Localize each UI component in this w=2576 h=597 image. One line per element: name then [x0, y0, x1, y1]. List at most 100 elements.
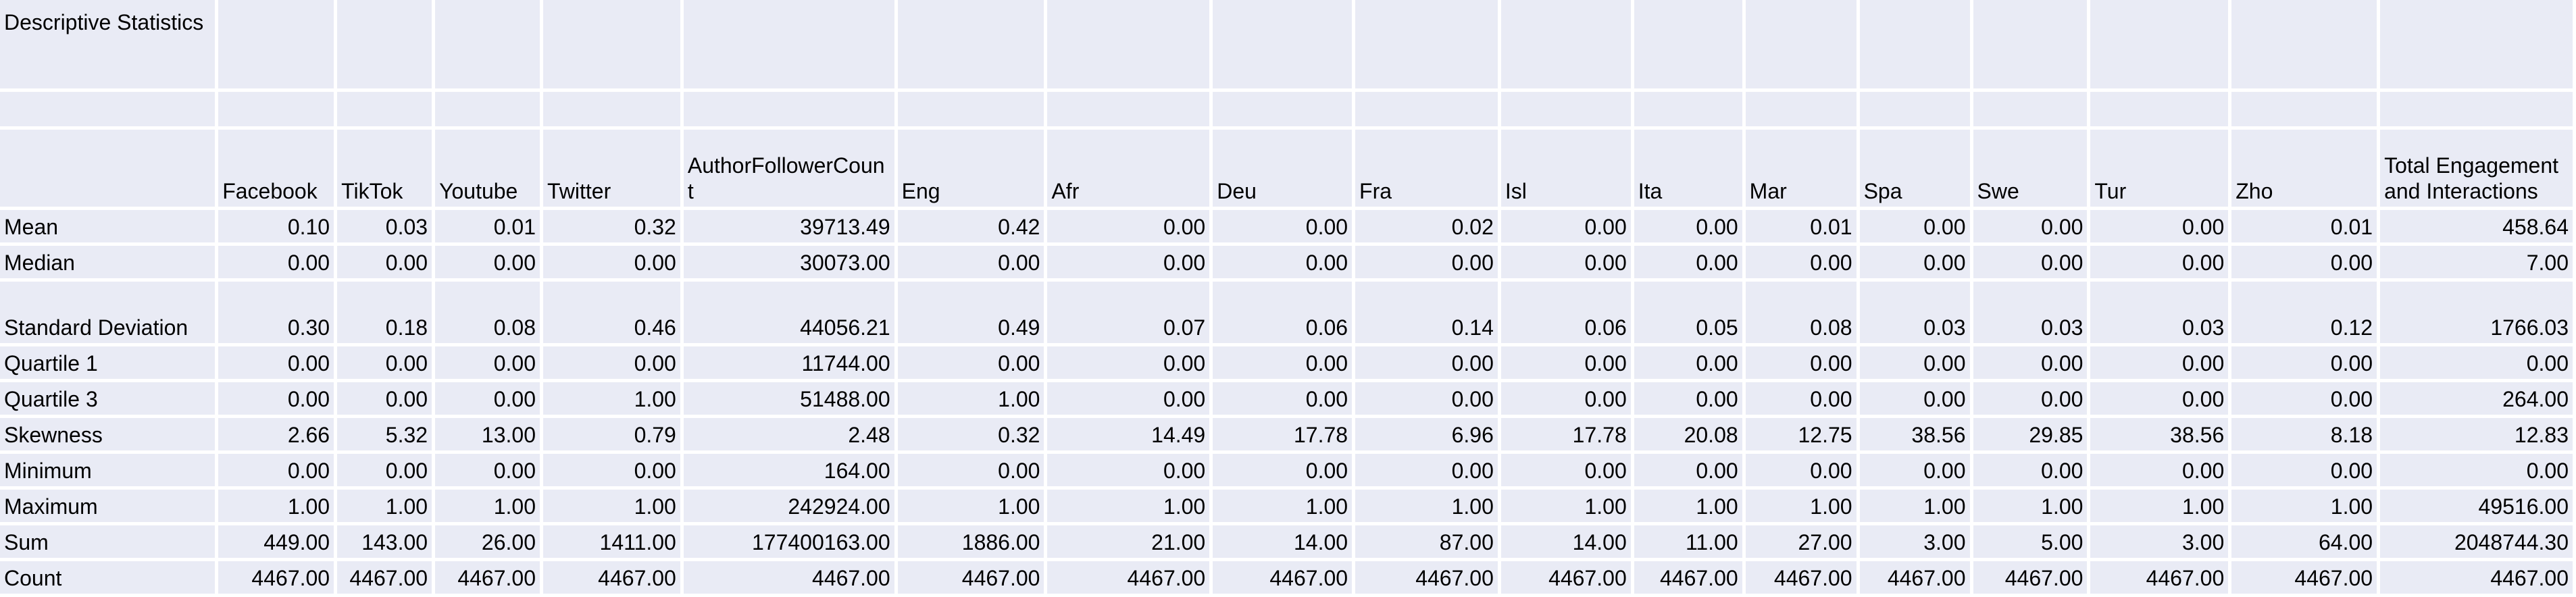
value-cell[interactable]: 1.00 [1353, 488, 1501, 525]
value-cell[interactable]: 3.00 [2088, 523, 2232, 561]
value-cell[interactable]: 0.00 [896, 452, 1048, 490]
column-header-16[interactable]: Zho [2229, 128, 2381, 210]
row-label[interactable]: Median [0, 244, 219, 282]
value-cell[interactable]: 0.00 [2229, 244, 2381, 282]
value-cell[interactable]: 1.00 [896, 488, 1048, 525]
value-cell[interactable]: 0.00 [2088, 208, 2232, 246]
value-cell[interactable]: 1.00 [335, 488, 436, 525]
value-cell[interactable]: 1.00 [433, 488, 543, 525]
value-cell[interactable]: 0.32 [541, 208, 684, 246]
value-cell[interactable]: 0.03 [1971, 280, 2091, 346]
value-cell[interactable]: 0.03 [1858, 280, 1973, 346]
value-cell[interactable]: 0.00 [541, 344, 684, 382]
value-cell[interactable]: 4467.00 [1632, 559, 1746, 597]
value-cell[interactable]: 12.75 [1744, 416, 1860, 454]
column-header-8[interactable]: Deu [1211, 128, 1356, 210]
value-cell[interactable]: 0.18 [335, 280, 436, 346]
value-cell[interactable]: 0.03 [2088, 280, 2232, 346]
value-cell[interactable]: 51488.00 [682, 380, 898, 418]
value-cell[interactable]: 14.00 [1211, 523, 1356, 561]
value-cell[interactable]: 0.08 [1744, 280, 1860, 346]
column-header-2[interactable]: TikTok [335, 128, 436, 210]
value-cell[interactable]: 14.49 [1045, 416, 1213, 454]
value-cell[interactable]: 21.00 [1045, 523, 1213, 561]
empty-cell[interactable] [1045, 0, 1213, 92]
empty-cell[interactable] [0, 128, 219, 210]
value-cell[interactable]: 177400163.00 [682, 523, 898, 561]
value-cell[interactable]: 11.00 [1632, 523, 1746, 561]
value-cell[interactable]: 0.00 [1499, 208, 1634, 246]
empty-cell[interactable] [2378, 0, 2576, 92]
value-cell[interactable]: 0.01 [2229, 208, 2381, 246]
value-cell[interactable]: 14.00 [1499, 523, 1634, 561]
value-cell[interactable]: 1.00 [2229, 488, 2381, 525]
value-cell[interactable]: 0.06 [1499, 280, 1634, 346]
empty-cell[interactable] [1632, 90, 1746, 130]
value-cell[interactable]: 0.00 [1744, 244, 1860, 282]
value-cell[interactable]: 39713.49 [682, 208, 898, 246]
value-cell[interactable]: 0.00 [2229, 344, 2381, 382]
value-cell[interactable]: 0.12 [2229, 280, 2381, 346]
value-cell[interactable]: 0.00 [2088, 344, 2232, 382]
column-header-5[interactable]: AuthorFollowerCount [682, 128, 898, 210]
value-cell[interactable]: 143.00 [335, 523, 436, 561]
value-cell[interactable]: 2.48 [682, 416, 898, 454]
value-cell[interactable]: 4467.00 [2229, 559, 2381, 597]
value-cell[interactable]: 27.00 [1744, 523, 1860, 561]
value-cell[interactable]: 3.00 [1858, 523, 1973, 561]
empty-cell[interactable] [1353, 90, 1501, 130]
value-cell[interactable]: 7.00 [2378, 244, 2576, 282]
empty-cell[interactable] [682, 90, 898, 130]
row-label[interactable]: Standard Deviation [0, 280, 219, 346]
row-label[interactable]: Skewness [0, 416, 219, 454]
value-cell[interactable]: 2048744.30 [2378, 523, 2576, 561]
empty-cell[interactable] [896, 0, 1048, 92]
value-cell[interactable]: 0.02 [1353, 208, 1501, 246]
value-cell[interactable]: 4467.00 [1744, 559, 1860, 597]
value-cell[interactable]: 30073.00 [682, 244, 898, 282]
empty-cell[interactable] [1353, 0, 1501, 92]
value-cell[interactable]: 64.00 [2229, 523, 2381, 561]
value-cell[interactable]: 4467.00 [433, 559, 543, 597]
value-cell[interactable]: 0.00 [335, 244, 436, 282]
value-cell[interactable]: 0.00 [1971, 380, 2091, 418]
value-cell[interactable]: 0.00 [1211, 344, 1356, 382]
column-header-1[interactable]: Facebook [216, 128, 338, 210]
value-cell[interactable]: 0.00 [335, 380, 436, 418]
column-header-10[interactable]: Isl [1499, 128, 1634, 210]
value-cell[interactable]: 6.96 [1353, 416, 1501, 454]
value-cell[interactable]: 4467.00 [682, 559, 898, 597]
value-cell[interactable]: 0.32 [896, 416, 1048, 454]
value-cell[interactable]: 0.00 [1045, 244, 1213, 282]
value-cell[interactable]: 0.03 [335, 208, 436, 246]
row-label[interactable]: Maximum [0, 488, 219, 525]
empty-cell[interactable] [1632, 0, 1746, 92]
empty-cell[interactable] [216, 90, 338, 130]
value-cell[interactable]: 0.00 [1353, 380, 1501, 418]
value-cell[interactable]: 4467.00 [2088, 559, 2232, 597]
value-cell[interactable]: 0.00 [216, 344, 338, 382]
value-cell[interactable]: 4467.00 [1045, 559, 1213, 597]
empty-cell[interactable] [2229, 90, 2381, 130]
value-cell[interactable]: 0.00 [1499, 380, 1634, 418]
value-cell[interactable]: 0.00 [433, 244, 543, 282]
value-cell[interactable]: 1.00 [1211, 488, 1356, 525]
value-cell[interactable]: 0.08 [433, 280, 543, 346]
value-cell[interactable]: 0.00 [2378, 344, 2576, 382]
value-cell[interactable]: 1.00 [1045, 488, 1213, 525]
value-cell[interactable]: 0.00 [1211, 452, 1356, 490]
value-cell[interactable]: 1.00 [1632, 488, 1746, 525]
column-header-3[interactable]: Youtube [433, 128, 543, 210]
value-cell[interactable]: 0.49 [896, 280, 1048, 346]
value-cell[interactable]: 1.00 [1499, 488, 1634, 525]
value-cell[interactable]: 29.85 [1971, 416, 2091, 454]
empty-cell[interactable] [541, 0, 684, 92]
empty-cell[interactable] [216, 0, 338, 92]
value-cell[interactable]: 4467.00 [2378, 559, 2576, 597]
empty-cell[interactable] [2378, 90, 2576, 130]
value-cell[interactable]: 0.00 [1858, 244, 1973, 282]
value-cell[interactable]: 449.00 [216, 523, 338, 561]
empty-cell[interactable] [896, 90, 1048, 130]
row-label[interactable]: Count [0, 559, 219, 597]
value-cell[interactable]: 0.00 [1353, 452, 1501, 490]
